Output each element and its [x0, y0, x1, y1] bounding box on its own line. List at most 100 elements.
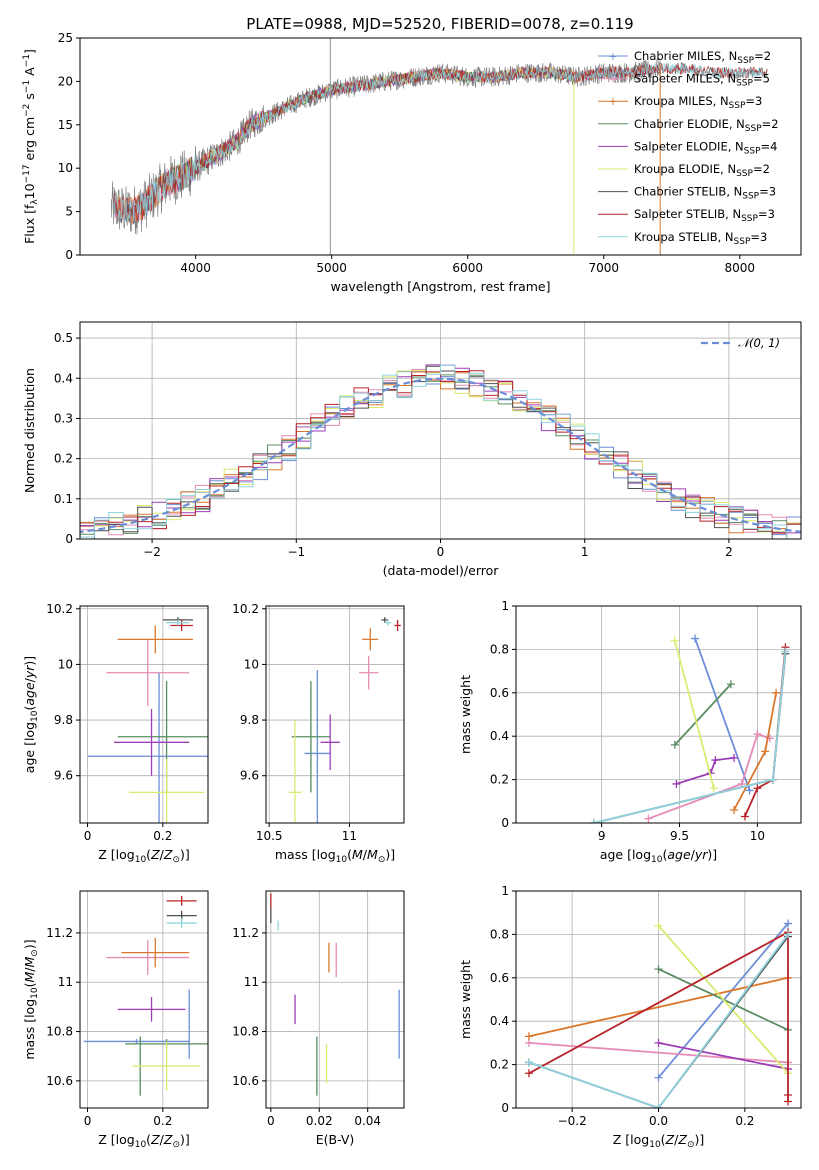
x-axis-label: age [log10(age/yr)]	[600, 847, 717, 865]
text-span: /	[674, 1132, 679, 1147]
text-span: /	[22, 677, 37, 682]
x-axis-label: E(B-V)	[316, 1132, 355, 1147]
y-tick-label: 9.6	[240, 769, 259, 783]
text-span: SSP	[744, 146, 761, 156]
text-span: )]	[22, 939, 37, 949]
y-tick-label: 9.6	[54, 769, 73, 783]
legend-marker: +	[608, 50, 617, 63]
y-tick-label: 0	[501, 1101, 509, 1115]
text-span: 10	[336, 855, 348, 865]
text-span: (	[662, 847, 667, 862]
text-span: /	[363, 847, 368, 862]
weight-point-marker	[772, 688, 781, 697]
plot-area-residuals	[80, 364, 801, 539]
weight-line-model-4	[658, 1042, 789, 1070]
text-span: ⊙	[172, 855, 180, 865]
plot-area-mass-vs-Z	[83, 895, 208, 1096]
x-axis-label: (data-model)/error	[383, 563, 500, 578]
y-tick-label: 0.2	[54, 452, 73, 466]
text-span: mass weight	[458, 675, 473, 754]
weight-line-model-1	[648, 732, 771, 820]
text-span: 10	[22, 183, 37, 199]
x-tick-label: 11	[342, 829, 357, 843]
text-span: Z	[163, 1132, 173, 1147]
weight-point-marker	[730, 805, 739, 814]
figure-title: PLATE=0988, MJD=52520, FIBERID=0078, z=0…	[246, 15, 633, 33]
model-spectrum-line-6	[113, 62, 768, 225]
text-span: 10	[649, 1140, 661, 1150]
text-span: λ	[30, 199, 40, 205]
text-span: mass [log	[275, 847, 336, 862]
x-tick-label: 0.04	[354, 1114, 381, 1128]
weight-point-marker	[709, 784, 718, 793]
text-span: =3	[745, 94, 762, 108]
y-tick-label: 0	[65, 248, 73, 262]
text-span: M	[22, 956, 37, 967]
text-span: −17	[22, 164, 32, 183]
legend-label: Kroupa ELODIE, NSSP=2	[634, 162, 770, 179]
y-tick-label: 10	[244, 657, 259, 671]
x-tick-label: −0.2	[558, 1114, 587, 1128]
y-tick-label: 0	[65, 532, 73, 546]
y-tick-label: 10.8	[232, 1025, 259, 1039]
weight-point-marker	[654, 921, 663, 930]
x-tick-label: 6000	[452, 261, 483, 275]
text-span: Normed distribution	[22, 368, 37, 493]
y-tick-label: 0.1	[54, 492, 73, 506]
text-span: (	[661, 1132, 666, 1147]
text-span: /	[22, 967, 37, 972]
weight-point-marker	[761, 747, 770, 756]
y-tick-label: 10.6	[232, 1074, 259, 1088]
weight-point-marker	[691, 634, 700, 643]
y-tick-label: 10.8	[46, 1025, 73, 1039]
text-span: Z [log	[98, 1132, 134, 1147]
weight-point-marker	[784, 930, 793, 939]
y-tick-label: 11	[58, 975, 73, 989]
x-tick-label: 0.0	[649, 1114, 668, 1128]
x-tick-label: 0.2	[153, 1114, 172, 1128]
text-span: A	[22, 67, 37, 80]
axes-spectrum: 4000 5000 6000 7000 8000 0 5 10 15 20 25 wavelength…	[22, 31, 802, 294]
weight-line-model-1	[528, 1042, 789, 1064]
legend-label: Salpeter ELODIE, NSSP=4	[634, 139, 777, 156]
weight-point-marker	[745, 786, 754, 795]
text-span: SSP	[745, 124, 762, 134]
y-tick-label: 10.2	[232, 602, 259, 616]
legend-label: Salpeter MILES, NSSP=5	[634, 72, 770, 89]
text-span: −1	[22, 54, 32, 67]
y-tick-label: 25	[58, 31, 73, 45]
legend-label: Kroupa MILES, NSSP=3	[634, 94, 762, 111]
text-span: age [log	[22, 722, 37, 773]
y-axis-label: mass weight	[458, 675, 473, 754]
y-tick-label: 0.4	[490, 1014, 509, 1028]
text-span: Kroupa MILES, N	[634, 94, 729, 108]
text-span: mass [log	[22, 999, 37, 1060]
text-span: age [log	[600, 847, 651, 862]
text-span: =2	[762, 117, 779, 131]
weight-point-marker	[524, 1069, 533, 1078]
weight-point-marker	[753, 730, 762, 739]
text-span: Kroupa ELODIE, N	[634, 162, 736, 176]
weight-point-marker	[524, 1058, 533, 1067]
text-span: 10	[135, 855, 147, 865]
text-span: Z	[677, 1132, 687, 1147]
text-span: age	[667, 847, 691, 862]
text-span: M	[22, 972, 37, 983]
weight-point-marker	[711, 756, 720, 765]
text-span: SSP	[742, 192, 759, 202]
text-span: Z	[150, 847, 160, 862]
y-tick-label: 11	[244, 975, 259, 989]
legend-label: Chabrier STELIB, NSSP=3	[634, 185, 776, 202]
y-tick-label: 1	[501, 599, 509, 613]
text-span: (data-model)/error	[383, 563, 500, 578]
text-span: Salpeter ELODIE, N	[634, 139, 744, 153]
text-span: SSP	[737, 56, 754, 66]
y-tick-label: 9.8	[54, 713, 73, 727]
x-tick-label: 10.5	[256, 829, 283, 843]
weight-point-marker	[726, 680, 735, 689]
text-span: Z [log	[98, 847, 134, 862]
text-span: Z	[150, 1132, 160, 1147]
